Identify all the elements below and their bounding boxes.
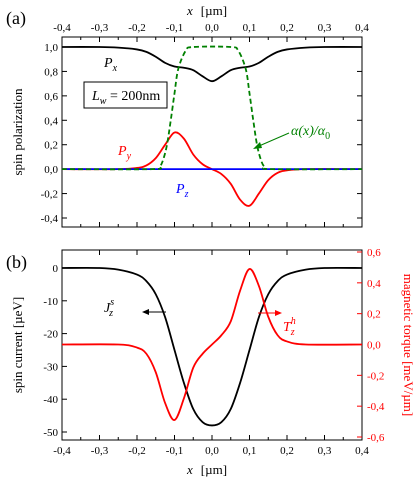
label-px: Px — [103, 56, 118, 74]
b-left-y-tick-label: -20 — [43, 329, 58, 341]
panel-a-label: (a) — [6, 8, 26, 29]
y-axis-label-magnetic-torque: magnetic torque [meV/µm] — [401, 274, 415, 417]
b-x-tick-label: -0,1 — [166, 445, 183, 457]
b-left-y-tick-label: -10 — [43, 296, 58, 308]
a-y-tick-label: 1,0 — [44, 42, 58, 54]
label-py: Py — [117, 144, 132, 162]
panel-b-x-ticks: -0,4 -0,3 -0,2 -0,1 0,0 0,1 0,2 0,3 0,4 — [53, 250, 369, 457]
panel-a-y-ticks: -0,4 -0,2 0,0 0,2 0,4 0,6 0,8 1,0 — [41, 42, 362, 225]
a-x-tick-label: 0,4 — [355, 22, 369, 34]
series-px — [61, 46, 363, 83]
a-x-tick-label: -0,3 — [91, 22, 109, 34]
a-x-tick-label: -0,4 — [53, 22, 71, 34]
a-x-tick-label: 0,0 — [205, 22, 219, 34]
b-right-y-tick-label: 0,6 — [367, 247, 381, 259]
a-x-tick-label: -0,1 — [166, 22, 183, 34]
panel-b-right-y-ticks: 0,6 0,4 0,2 0,0 -0,2 -0,4 -0,6 — [357, 247, 385, 444]
b-right-y-tick-label: -0,4 — [367, 401, 385, 413]
b-left-y-tick-label: -40 — [43, 394, 58, 406]
label-tz: Th z — [283, 316, 296, 338]
series-x0 — [61, 45, 363, 171]
a-x-tick-label: -0,2 — [128, 22, 145, 34]
a-y-tick-label: -0,4 — [41, 213, 59, 225]
series-jzs — [61, 266, 363, 427]
x-axis-top-label: x [µm] — [186, 3, 227, 18]
b-right-y-tick-label: 0,2 — [367, 309, 381, 321]
a-y-tick-label: 0,8 — [44, 66, 58, 78]
label-alpha: α(x)/α0 — [291, 124, 330, 142]
series-tzh — [61, 268, 363, 421]
b-right-y-tick-label: 0,0 — [367, 340, 381, 352]
lw-annotation-box — [83, 81, 168, 109]
panel-a: (a) x [µm] spin polarization -0,4 -0,3 -0,2… — [6, 3, 369, 228]
label-pz: Pz — [175, 182, 189, 200]
a-y-tick-label: 0,4 — [44, 115, 58, 127]
label-jz: Js z — [104, 297, 114, 319]
b-x-tick-label: -0,2 — [128, 445, 145, 457]
panel-a-x-ticks: -0,4 -0,3 -0,2 -0,1 0,0 0,1 0,2 0,3 0,4 — [53, 22, 369, 227]
panel-b-left-y-ticks: 0 -10 -20 -30 -40 -50 — [43, 263, 67, 439]
b-x-tick-label: 0,0 — [205, 445, 219, 457]
b-x-tick-label: -0,4 — [53, 445, 71, 457]
a-x-tick-label: 0,1 — [243, 22, 257, 34]
a-x-tick-label: 0,3 — [318, 22, 332, 34]
a-y-tick-label: 0,2 — [44, 140, 58, 152]
b-right-y-tick-label: -0,2 — [367, 370, 384, 382]
b-x-tick-label: 0,2 — [280, 445, 294, 457]
b-x-tick-label: 0,4 — [355, 445, 369, 457]
a-y-tick-label: 0,0 — [44, 164, 58, 176]
jz-arrowhead — [142, 309, 149, 315]
b-left-y-tick-label: 0 — [53, 263, 59, 275]
b-right-y-tick-label: 0,4 — [367, 278, 381, 290]
alpha-pointer-arrowhead — [253, 142, 262, 149]
x-axis-bottom-label: x [µm] — [186, 462, 227, 477]
y-axis-label-spin-polarization: spin polarization — [10, 88, 25, 176]
a-y-tick-label: -0,2 — [41, 189, 58, 201]
panel-b: (b) x [µm] spin current [µeV] magnetic to… — [6, 247, 415, 477]
alpha-pointer-arrow — [258, 132, 290, 147]
panel-a-series — [61, 45, 363, 207]
b-x-tick-label: -0,3 — [91, 445, 109, 457]
b-right-y-tick-label: -0,6 — [367, 432, 385, 444]
a-y-tick-label: 0,6 — [44, 91, 58, 103]
b-left-y-tick-label: -30 — [43, 361, 58, 373]
b-x-tick-label: 0,3 — [318, 445, 332, 457]
y-axis-label-spin-current: spin current [µeV] — [10, 297, 25, 393]
b-x-tick-label: 0,1 — [243, 445, 257, 457]
b-left-y-tick-label: -50 — [43, 427, 58, 439]
tz-arrowhead — [275, 310, 282, 316]
panel-b-series — [61, 266, 363, 427]
a-x-tick-label: 0,2 — [280, 22, 294, 34]
lw-annotation: Lw = 200nm — [91, 89, 160, 107]
panel-b-label: (b) — [6, 252, 27, 273]
